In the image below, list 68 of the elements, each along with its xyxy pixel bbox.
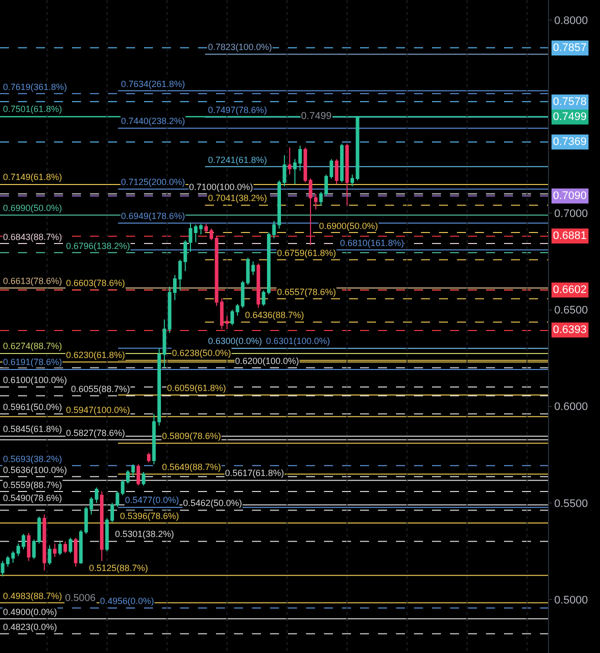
ref-line-label: 0.5490(78.6%)	[3, 493, 62, 503]
ref-line-label: 0.7090	[553, 190, 587, 202]
ref-line-label: 0.7619(361.8%)	[3, 82, 68, 92]
ref-line-label: 0.6059(61.8%)	[167, 383, 226, 393]
ref-line-label: 0.6436(88.7%)	[245, 310, 304, 320]
ref-line-label: 0.7125(200.0%)	[121, 177, 186, 187]
ref-line-label: 0.6300(0.0%)	[208, 336, 262, 346]
ref-line-label: 0.5125(88.7%)	[89, 563, 148, 573]
ref-line-label: 0.7149(61.8%)	[3, 172, 62, 182]
ref-line-label: 0.5462(50.0%)	[183, 498, 242, 508]
ref-line-label: 0.6393	[553, 324, 587, 336]
ref-line-label: 0.5301(38.2%)	[115, 529, 174, 539]
ref-line-label: 0.6881	[553, 230, 587, 242]
ref-line-label: 0.7499	[553, 111, 587, 123]
annotation: 0.7499	[301, 111, 332, 122]
ref-line-label: 0.5617(61.8%)	[225, 468, 284, 478]
ref-line-label: 0.4900(0.0%)	[3, 607, 58, 617]
ref-line-label: 0.6843(88.7%)	[3, 232, 62, 242]
ref-line-label: 0.6796(138.2%)	[66, 241, 130, 251]
annotation: 0.5006	[65, 593, 96, 604]
ref-line-label: 0.5845(61.8%)	[3, 424, 62, 434]
ref-line-label: 0.7369	[553, 136, 587, 148]
ref-line-label: 0.5636(100.0%)	[3, 465, 68, 475]
ref-line-label: 0.7100(100.0%)	[189, 182, 254, 192]
y-tick-label: 0.6000	[554, 401, 588, 414]
ref-line-label: 0.5947(100.0%)	[66, 405, 130, 415]
ref-line-label: 0.6200(100.0%)	[235, 356, 300, 366]
ref-line-label: 0.5396(78.6%)	[120, 511, 180, 521]
ref-line-label: 0.6603(78.6%)	[66, 278, 126, 288]
ref-line-label: 0.6949(178.6%)	[121, 211, 186, 221]
ref-line-label: 0.6191(78.6%)	[3, 357, 62, 367]
y-tick-label: 0.8000	[554, 14, 588, 27]
ref-line-label: 0.5809(78.6%)	[162, 431, 222, 441]
ref-line-label: 0.5477(0.0%)	[125, 495, 180, 505]
ref-line-label: 0.5961(50.0%)	[3, 402, 62, 412]
ref-line-label: 0.7857	[553, 42, 587, 54]
ref-line-label: 0.4956(0.0%)	[100, 596, 154, 606]
y-tick-label: 0.5000	[554, 594, 588, 606]
ref-line-label: 0.6557(78.6%)	[277, 287, 336, 297]
ref-line-label: 0.7501(61.8%)	[3, 104, 62, 114]
ref-line-label: 0.7041(38.2%)	[208, 193, 268, 203]
ref-line-label: 0.6055(88.7%)	[71, 384, 130, 394]
ref-line-label: 0.6602	[553, 284, 587, 296]
ref-line-label: 0.4823(0.0%)	[3, 622, 58, 632]
y-tick-label: 0.7000	[554, 208, 588, 220]
ref-line-label: 0.7440(238.2%)	[121, 116, 186, 126]
ref-line-label: 0.7634(261.8%)	[121, 79, 186, 89]
y-tick-label: 0.5500	[554, 498, 588, 510]
ref-line-label: 0.6238(50.0%)	[172, 348, 232, 358]
ref-line-label: 0.6274(88.7%)	[3, 341, 62, 351]
y-tick-label: 0.6500	[554, 304, 588, 317]
ref-line-label: 0.5649(88.7%)	[162, 462, 222, 472]
ref-line-label: 0.6230(61.8%)	[66, 350, 126, 360]
ref-line-label: 0.5827(78.6%)	[66, 428, 126, 438]
ref-line-label: 0.6613(78.6%)	[3, 276, 62, 286]
ref-line-label: 0.7823(100.0%)	[208, 42, 272, 52]
ref-line-label: 0.5559(88.7%)	[3, 480, 62, 490]
ref-line-label: 0.6100(100.0%)	[3, 375, 68, 385]
ref-line-label: 0.6990(50.0%)	[3, 203, 62, 213]
ref-line-label: 0.7578	[553, 96, 587, 108]
ref-line-label: 0.6301(100.0%)	[266, 336, 330, 346]
ref-line-label: 0.6900(50.0%)	[319, 221, 378, 231]
ref-line-label: 0.5693(38.2%)	[3, 454, 62, 464]
ref-line-label: 0.6759(61.8%)	[277, 248, 336, 258]
ref-line-label: 0.6810(161.8%)	[340, 238, 404, 248]
ref-line-label: 0.7497(78.6%)	[208, 105, 268, 115]
ref-line-label: 0.4983(88.7%)	[3, 591, 62, 601]
ref-line-label: 0.7241(61.8%)	[208, 155, 268, 165]
